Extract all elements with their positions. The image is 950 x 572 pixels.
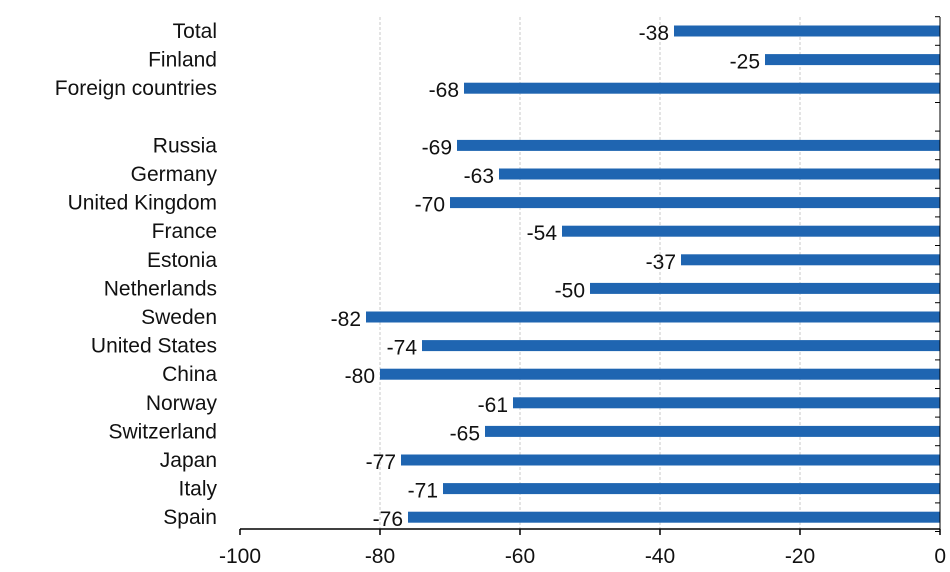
bar xyxy=(380,368,940,380)
data-label: -25 xyxy=(730,51,760,74)
data-label: -63 xyxy=(464,165,494,188)
bar xyxy=(590,282,940,294)
tick-label: -80 xyxy=(365,545,395,568)
category-label: Russia xyxy=(153,134,218,157)
bar xyxy=(366,311,940,323)
bar xyxy=(562,225,940,237)
data-label: -38 xyxy=(639,22,669,45)
category-label: Spain xyxy=(163,506,217,529)
data-label: -80 xyxy=(345,365,375,388)
data-label: -50 xyxy=(555,279,585,302)
data-label: -74 xyxy=(387,337,418,360)
tick-label: 0 xyxy=(934,545,946,568)
bar xyxy=(408,511,940,523)
category-label: Estonia xyxy=(147,249,217,272)
data-label: -70 xyxy=(415,194,445,217)
category-label: Total xyxy=(173,20,217,43)
bar xyxy=(457,139,940,151)
data-label: -54 xyxy=(527,222,558,245)
tick-label: -100 xyxy=(219,545,261,568)
category-label: Foreign countries xyxy=(55,77,217,100)
category-label: China xyxy=(162,363,217,386)
category-label: Norway xyxy=(146,392,218,415)
category-labels: Total Finland Foreign countries Russia Germa… xyxy=(55,20,218,529)
category-label: United States xyxy=(91,335,217,358)
data-label: -71 xyxy=(408,480,438,503)
data-label: -77 xyxy=(366,451,396,474)
bar xyxy=(450,197,940,209)
data-label: -65 xyxy=(450,422,480,445)
axes: -100 -80 -60 -40 -20 0 xyxy=(219,16,946,568)
category-label: United Kingdom xyxy=(68,192,217,215)
value-labels: -38 -25 -68 -69 -63 -70 -54 -37 -50 -82 -74 -80 -61 -… xyxy=(331,22,760,531)
data-label: -68 xyxy=(429,79,459,102)
data-label: -61 xyxy=(478,394,508,417)
bar xyxy=(464,82,940,94)
data-label: -37 xyxy=(646,251,676,274)
bar xyxy=(513,397,940,409)
category-label: Sweden xyxy=(141,306,217,329)
category-label: Switzerland xyxy=(108,420,217,443)
bars xyxy=(366,25,940,523)
bar xyxy=(422,340,940,352)
bar xyxy=(674,25,940,37)
tick-label: -60 xyxy=(505,545,535,568)
data-label: -69 xyxy=(422,136,452,159)
bar xyxy=(499,168,940,180)
bar xyxy=(485,425,940,437)
category-label: Japan xyxy=(160,449,217,472)
category-label: Finland xyxy=(148,49,217,72)
data-label: -76 xyxy=(373,508,403,531)
tick-label: -20 xyxy=(785,545,815,568)
bar xyxy=(681,254,940,266)
tick-label: -40 xyxy=(645,545,675,568)
category-label: Netherlands xyxy=(104,277,217,300)
bar xyxy=(401,454,940,466)
bar xyxy=(765,54,940,66)
data-label: -82 xyxy=(331,308,361,331)
category-label: Italy xyxy=(178,478,217,501)
grid-lines xyxy=(379,17,801,529)
category-label: Germany xyxy=(131,163,218,186)
category-label: France xyxy=(152,220,217,243)
bar xyxy=(443,483,940,495)
